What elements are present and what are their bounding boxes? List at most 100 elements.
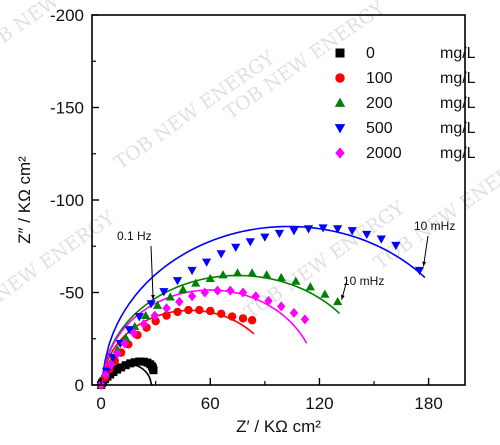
legend-unit: mg/L <box>440 145 476 162</box>
data-point <box>135 357 144 366</box>
legend-label: 100 <box>366 70 393 87</box>
legend-label: 0 <box>366 45 375 62</box>
data-point <box>305 282 315 291</box>
data-point <box>129 328 139 339</box>
y-axis-title: Z″ / KΩ cm² <box>15 156 34 244</box>
data-point <box>120 338 129 349</box>
data-point <box>113 348 122 359</box>
data-point <box>149 366 158 375</box>
y-tick-label: -150 <box>50 99 84 118</box>
data-point <box>113 365 122 374</box>
x-tick-label: 180 <box>414 394 442 413</box>
data-point <box>231 243 241 252</box>
data-point <box>150 310 159 321</box>
data-point <box>126 359 135 368</box>
data-point <box>121 333 131 342</box>
data-point <box>318 224 328 233</box>
data-point <box>134 313 144 322</box>
legend-label: 2000 <box>366 145 402 162</box>
data-point <box>117 363 126 372</box>
data-point <box>191 278 201 287</box>
data-point <box>274 229 285 239</box>
data-point <box>264 295 273 306</box>
data-point <box>414 266 425 276</box>
data-point <box>172 277 183 286</box>
data-point <box>213 285 222 296</box>
data-point <box>162 311 171 320</box>
fit-curve-3 <box>100 225 426 386</box>
annotation-arrowhead <box>422 261 427 267</box>
legend-label: 500 <box>366 120 393 137</box>
data-point <box>162 303 171 314</box>
annotation-label: 10 mHz <box>414 219 455 233</box>
annotations: 0.1 Hz 10 mHz 10 mHz <box>117 219 455 300</box>
data-point <box>247 268 257 277</box>
data-point <box>159 288 169 297</box>
y-axis-ticks: 0 -50 -100 -150 -200 <box>50 6 99 395</box>
legend-marker <box>335 48 345 58</box>
data-point <box>277 301 286 312</box>
data-point <box>152 300 163 309</box>
y-tick-label: -200 <box>50 6 84 25</box>
data-point <box>206 306 215 316</box>
data-point <box>146 300 156 309</box>
annotation-label: 0.1 Hz <box>117 229 152 243</box>
x-tick-label: 0 <box>96 394 105 413</box>
data-point <box>130 358 139 367</box>
data-point <box>101 369 110 380</box>
data-point <box>320 289 330 298</box>
y-tick-label: -50 <box>59 284 84 303</box>
data-point <box>187 266 197 276</box>
data-point <box>333 225 343 234</box>
data-point <box>247 316 257 325</box>
data-point <box>226 285 235 296</box>
data-point <box>303 225 314 234</box>
data-point <box>238 314 248 323</box>
data-point <box>124 326 134 335</box>
legend-marker <box>335 147 345 159</box>
data-point <box>289 227 299 236</box>
x-axis-title: Z′ / KΩ cm² <box>236 417 321 436</box>
data-point <box>200 287 210 298</box>
data-point <box>141 310 151 320</box>
data-point <box>227 312 237 321</box>
annotation-label: 10 mHz <box>343 274 384 288</box>
data-point <box>260 233 270 242</box>
x-tick-label: 120 <box>305 394 333 413</box>
data-point <box>173 307 182 317</box>
data-point <box>195 305 204 315</box>
data-point <box>139 318 149 329</box>
data-point <box>216 309 226 318</box>
data-point <box>289 307 299 318</box>
data-point <box>187 291 197 302</box>
data-point <box>175 296 184 307</box>
data-point <box>333 296 343 306</box>
x-axis-ticks: 0 60 120 180 <box>96 378 443 413</box>
y-tick-label: 0 <box>75 376 84 395</box>
legend-unit: mg/L <box>440 70 476 87</box>
legend-marker <box>335 73 345 83</box>
x-tick-label: 60 <box>201 394 220 413</box>
legend-unit: mg/L <box>440 95 476 112</box>
data-point <box>106 359 116 370</box>
legend-marker <box>334 124 346 134</box>
data-point <box>108 353 118 363</box>
data-point <box>376 235 386 244</box>
legend-unit: mg/L <box>440 45 476 62</box>
data-point <box>218 270 228 279</box>
annotation-arrow <box>423 235 429 267</box>
data-point <box>362 230 372 240</box>
data-point <box>121 361 130 370</box>
data-point <box>216 250 226 259</box>
data-point <box>232 268 243 277</box>
annotation-arrow <box>150 245 154 300</box>
y-tick-label: -100 <box>50 191 84 210</box>
data-point <box>205 273 215 283</box>
data-point <box>184 305 193 315</box>
legend-unit: mg/L <box>440 120 476 137</box>
data-point <box>291 276 301 285</box>
data-point <box>245 238 255 247</box>
legend-label: 200 <box>366 95 393 112</box>
